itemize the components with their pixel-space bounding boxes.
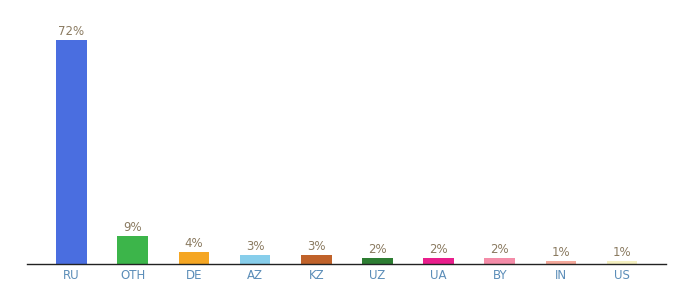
Bar: [362, 258, 392, 264]
Text: 72%: 72%: [58, 25, 84, 38]
Text: 9%: 9%: [123, 221, 142, 234]
Text: 1%: 1%: [551, 246, 571, 259]
Bar: [301, 255, 332, 264]
Text: 2%: 2%: [368, 243, 387, 256]
Bar: [56, 40, 87, 264]
Bar: [423, 258, 454, 264]
Bar: [118, 236, 148, 264]
Bar: [607, 261, 637, 264]
Bar: [240, 255, 271, 264]
Text: 3%: 3%: [245, 240, 265, 253]
Text: 3%: 3%: [307, 240, 326, 253]
Text: 4%: 4%: [184, 237, 203, 250]
Bar: [545, 261, 576, 264]
Text: 2%: 2%: [490, 243, 509, 256]
Bar: [484, 258, 515, 264]
Bar: [179, 251, 209, 264]
Text: 1%: 1%: [613, 246, 631, 259]
Text: 2%: 2%: [429, 243, 448, 256]
